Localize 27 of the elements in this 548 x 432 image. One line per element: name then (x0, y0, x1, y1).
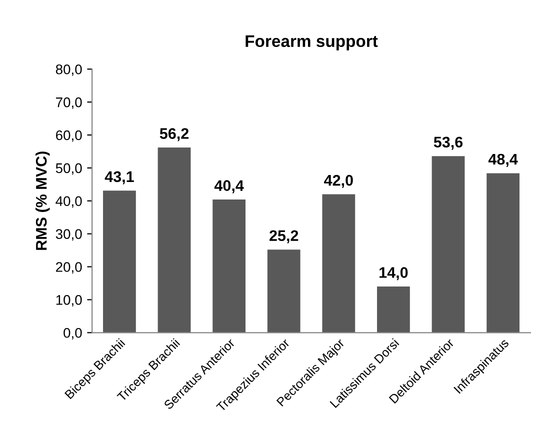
data-label: 40,4 (214, 180, 244, 194)
y-tick-label: 40,0 (56, 196, 82, 208)
data-label: 43,1 (104, 171, 134, 184)
y-tick-label: 10,0 (56, 295, 82, 307)
chart-title: Forearm support (246, 35, 378, 50)
y-tick-label: 50,0 (56, 163, 82, 175)
bar (486, 173, 520, 333)
y-tick-label: 60,0 (56, 130, 82, 142)
bar (158, 148, 191, 333)
data-label: 25,2 (270, 230, 298, 244)
y-tick-label: 30,0 (56, 229, 82, 241)
bar (267, 250, 300, 333)
data-label: 56,2 (160, 128, 189, 142)
data-label: 42,0 (324, 174, 353, 188)
data-label: 48,4 (488, 154, 518, 167)
data-label: 14,0 (380, 267, 408, 280)
y-axis-title: RMS (% MVC) (36, 152, 50, 250)
y-tick-label: 20,0 (56, 262, 82, 274)
bar (377, 286, 410, 333)
bar (322, 194, 356, 333)
y-tick-label: 70,0 (56, 97, 82, 109)
y-tick-label: 0,0 (64, 328, 82, 340)
data-label: 53,6 (434, 136, 463, 150)
bar (432, 156, 465, 333)
y-tick-label: 80,0 (56, 64, 82, 76)
bar (103, 190, 136, 333)
bar (212, 200, 246, 333)
